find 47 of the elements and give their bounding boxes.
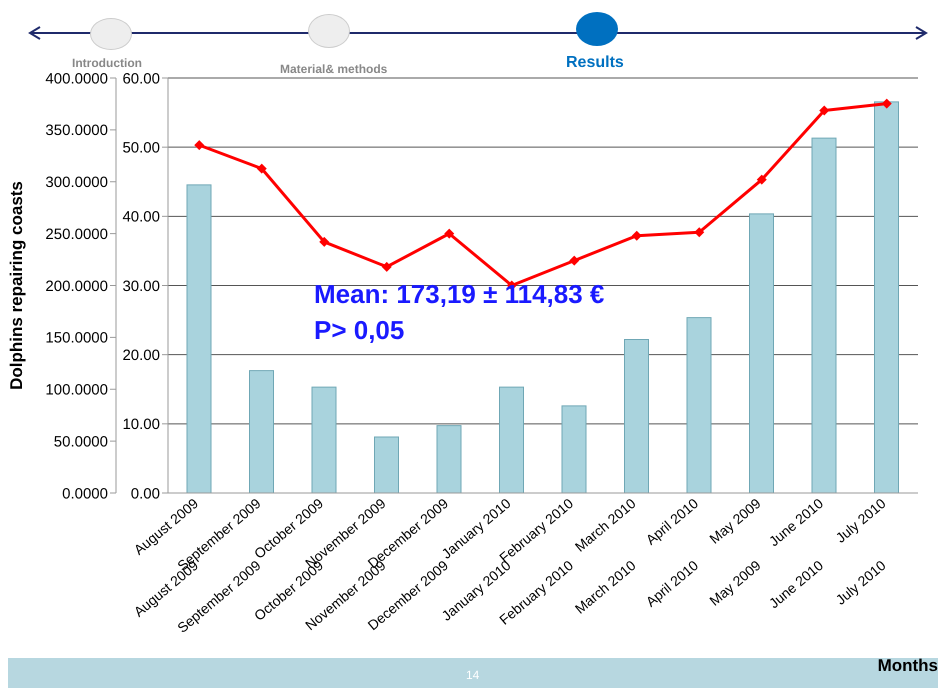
y-axis-title: Dolphins repairing coasts [7,181,26,390]
point [319,236,330,247]
y-tick-label: 50.0000 [54,433,108,450]
x-axis-title: Months [878,656,938,676]
y-tick-label: 0.0000 [62,485,108,502]
point [819,106,830,116]
y2-tick-label: 60.00 [122,70,160,88]
point [256,164,267,174]
point [444,228,454,239]
y2-tick-label: 30.00 [122,278,160,295]
y-tick-label: 200.0000 [45,278,108,295]
text: Introduction [72,56,142,70]
y-tick-label: 100.0000 [45,382,108,399]
point [694,227,704,238]
bar [812,138,836,493]
y-tick-label: 250.0000 [45,226,108,243]
y2-tick-label: 40.00 [122,208,160,226]
bar [562,405,586,493]
point [882,98,892,109]
y-tick-label: 150.0000 [45,330,108,347]
point [756,174,767,185]
y-tick-label: 350.0000 [45,122,108,140]
bar [624,338,649,493]
bar [874,101,899,493]
y2-tick-label: 20.00 [122,346,160,364]
y2-tick-label: 50.00 [122,139,160,156]
annotation: P> 0,05 [314,314,406,347]
text: 14 [466,668,480,682]
bar [312,386,336,493]
point [194,140,204,150]
text: Results [566,54,624,72]
bar [686,317,712,493]
annotation: Mean: 173,19 ± 114,83 € [314,278,604,311]
bar [374,436,399,493]
point [632,230,642,241]
bar [499,386,524,493]
bar [249,370,274,493]
y-tick-label: 300.0000 [45,174,108,192]
bar [436,425,462,493]
bar [749,213,774,493]
point [382,262,392,272]
bar [186,184,212,493]
y-tick-label: 400.0000 [45,70,108,88]
text: Material& methods [280,62,388,76]
point [569,256,580,266]
y2-tick-label: 10.00 [122,416,160,434]
y2-tick-label: 0.00 [130,485,160,502]
